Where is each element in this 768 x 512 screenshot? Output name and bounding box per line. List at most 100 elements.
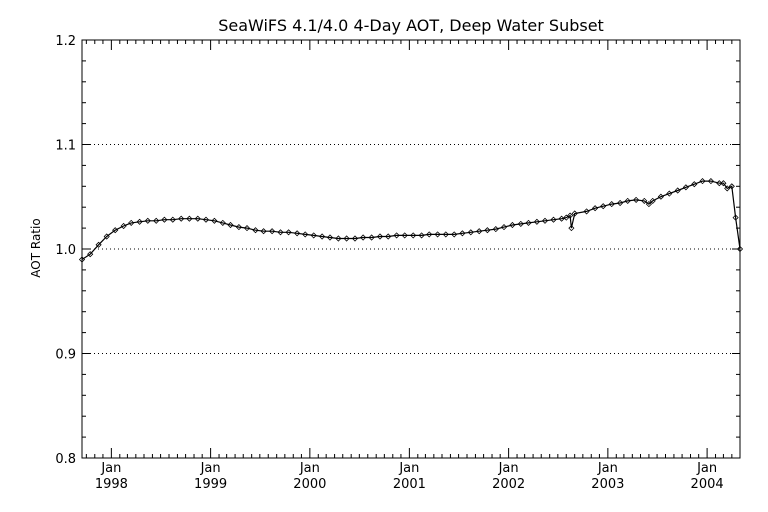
data-point <box>368 234 375 241</box>
data-point <box>128 219 135 226</box>
data-series <box>78 178 744 263</box>
x-tick-month: Jan <box>100 461 121 476</box>
data-point <box>563 214 570 221</box>
data-point <box>467 229 474 236</box>
data-point <box>426 231 433 238</box>
x-axis-ticks: Jan1998Jan1999Jan2000Jan2001Jan2002Jan20… <box>85 40 741 492</box>
data-point <box>186 215 193 222</box>
data-point <box>393 232 400 239</box>
data-point <box>484 227 491 234</box>
data-point <box>401 232 408 239</box>
data-point <box>492 226 499 233</box>
data-point <box>252 227 259 234</box>
y-tick-label: 1.0 <box>55 243 76 258</box>
data-point <box>144 217 151 224</box>
x-tick-month: Jan <box>200 461 221 476</box>
data-point <box>568 225 575 232</box>
x-tick-month: Jan <box>597 461 618 476</box>
y-tick-label: 0.8 <box>55 452 76 467</box>
x-tick-year: 2003 <box>591 477 624 492</box>
data-point <box>112 227 119 234</box>
data-point <box>732 214 739 221</box>
data-point <box>351 235 359 242</box>
x-tick-month: Jan <box>398 461 419 476</box>
grid-lines <box>82 144 740 354</box>
data-point <box>541 217 549 224</box>
data-point <box>343 235 350 242</box>
data-point <box>600 203 607 210</box>
data-point <box>319 233 326 240</box>
data-point <box>550 216 557 223</box>
data-point <box>103 233 110 240</box>
y-tick-label: 1.1 <box>55 139 76 154</box>
x-tick-month: Jan <box>696 461 717 476</box>
data-point <box>385 233 392 240</box>
data-point <box>558 215 565 222</box>
data-point <box>269 228 276 235</box>
data-point <box>360 234 367 241</box>
data-point <box>294 230 301 237</box>
data-point <box>277 229 284 236</box>
data-point <box>617 199 624 207</box>
data-point <box>227 221 234 229</box>
data-point <box>707 178 714 185</box>
data-point <box>211 217 218 224</box>
data-point <box>682 184 689 191</box>
data-point <box>691 181 698 188</box>
data-point <box>720 180 727 187</box>
data-point <box>451 231 458 238</box>
data-point <box>219 219 226 226</box>
data-point <box>674 187 681 194</box>
data-point <box>666 190 673 197</box>
plot-frame <box>81 39 741 459</box>
data-point <box>194 215 201 222</box>
data-point <box>567 212 574 219</box>
y-axis-ticks: 0.8 0.9 1.0 1.1 1.2 <box>55 34 740 467</box>
data-point <box>509 221 516 229</box>
data-point <box>645 201 652 208</box>
data-point <box>260 228 267 235</box>
data-point <box>202 216 210 223</box>
data-point <box>476 228 483 235</box>
data-point <box>136 218 143 225</box>
data-point <box>724 185 731 192</box>
data-point <box>442 231 449 238</box>
x-tick-year: 2001 <box>393 477 426 492</box>
data-point <box>326 234 334 241</box>
data-point <box>525 219 532 226</box>
data-point <box>410 232 417 239</box>
y-axis-label: AOT Ratio <box>29 218 43 277</box>
data-point <box>235 224 242 231</box>
data-point <box>459 230 466 237</box>
data-point <box>608 201 615 208</box>
data-point <box>87 251 94 258</box>
data-point <box>310 232 317 239</box>
y-tick-label: 1.2 <box>55 34 76 49</box>
data-point <box>178 215 185 222</box>
data-point <box>736 245 744 253</box>
series-line <box>81 180 741 261</box>
data-point <box>641 197 648 204</box>
data-point <box>517 220 524 227</box>
y-tick-label: 0.9 <box>55 348 76 363</box>
data-point <box>657 193 664 200</box>
data-point <box>153 217 160 224</box>
data-point <box>169 216 176 223</box>
data-point <box>699 178 706 185</box>
data-point <box>335 235 342 242</box>
data-point <box>500 224 508 231</box>
data-point <box>624 197 631 204</box>
x-tick-year: 1998 <box>95 477 128 492</box>
data-point <box>716 180 723 187</box>
data-point <box>161 216 168 223</box>
data-point <box>533 218 540 225</box>
data-point <box>418 232 425 239</box>
chart-title: SeaWiFS 4.1/4.0 4-Day AOT, Deep Water Su… <box>218 16 604 35</box>
data-point <box>571 210 578 217</box>
x-tick-year: 2004 <box>691 477 724 492</box>
data-point <box>583 208 590 215</box>
data-point <box>302 231 309 238</box>
data-point <box>728 183 735 190</box>
data-point <box>78 256 86 263</box>
